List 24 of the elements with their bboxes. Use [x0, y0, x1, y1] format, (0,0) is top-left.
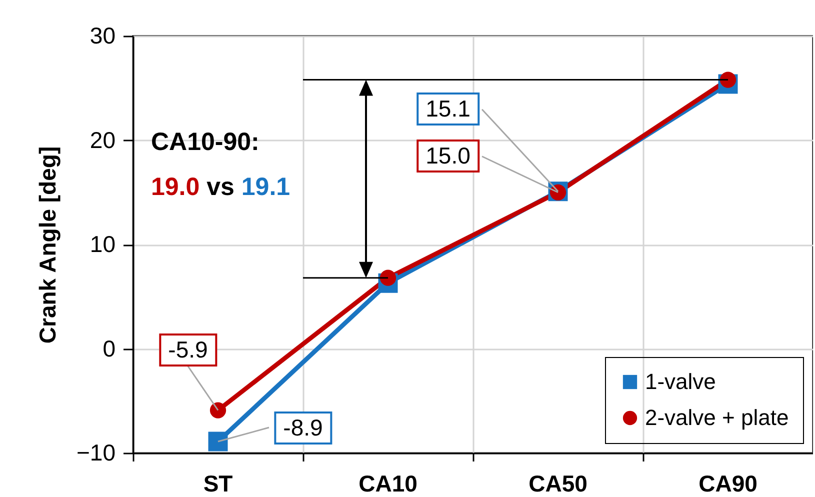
x-tick-label: ST: [203, 470, 233, 496]
y-tick-label: 20: [90, 126, 116, 153]
annotation: vs: [206, 173, 234, 202]
data-label: 15.1: [416, 92, 480, 126]
x-tick-label: CA50: [528, 470, 588, 496]
x-tick-label: CA10: [358, 470, 418, 496]
data-label: 15.0: [416, 140, 480, 173]
y-axis-title: Crank Angle [deg]: [34, 146, 60, 344]
data-label: -5.9: [159, 334, 217, 367]
y-tick-label: −10: [76, 440, 116, 466]
y-tick-label: 0: [102, 335, 116, 362]
y-tick-label: 30: [90, 22, 116, 48]
legend-label: 1-valve: [645, 369, 716, 394]
annotation: CA10-90:: [151, 128, 260, 158]
annotation: 19.0: [151, 173, 200, 202]
point: [210, 402, 226, 418]
point: [380, 270, 396, 286]
legend-label: 2-valve + plate: [645, 405, 789, 430]
x-tick-label: CA90: [698, 470, 758, 496]
point: [208, 432, 228, 452]
annotation: 19.1: [240, 173, 290, 202]
y-tick-label: 10: [90, 231, 116, 257]
point: [720, 72, 736, 88]
data-label: -8.9: [274, 411, 332, 444]
